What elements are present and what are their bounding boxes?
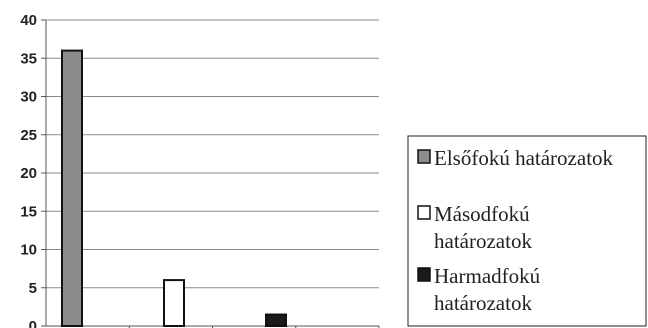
x-axis [46,325,380,328]
legend-label: Elsőfokú határozatok [434,146,614,170]
bar-1 [61,49,83,327]
y-tick-label: 10 [20,242,37,259]
legend-label: Másodfokú [434,202,530,226]
bar-2 [163,279,185,328]
legend-label: határozatok [434,229,532,253]
legend-swatch-2 [417,205,431,220]
y-tick-label: 0 [29,318,37,328]
gridlines [46,19,379,289]
y-tick-label: 30 [20,89,37,106]
legend-swatch-1 [417,149,431,164]
legend-label: határozatok [434,291,532,315]
bar-3 [265,313,287,327]
legend: Elsőfokú határozatok Másodfokú határozatok… [407,135,647,327]
y-tick-label: 20 [20,165,37,182]
y-tick-label: 15 [20,203,37,220]
legend-box [407,135,647,327]
bars [61,49,287,328]
y-axis: 0 5 10 15 20 25 30 35 40 [20,12,47,328]
legend-swatch-3 [417,267,431,282]
legend-label: Harmadfokú [434,264,541,288]
y-tick-label: 5 [29,280,37,297]
y-tick-label: 35 [20,50,37,67]
y-tick-label: 40 [20,12,37,29]
y-tick-label: 25 [20,127,37,144]
